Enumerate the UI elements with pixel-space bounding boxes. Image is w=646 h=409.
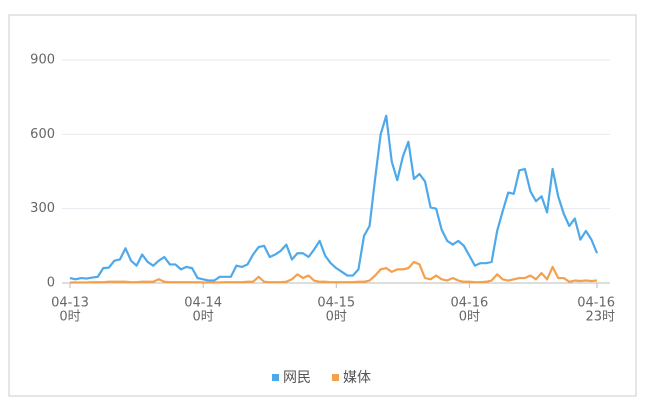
legend: 网民 媒体	[272, 370, 371, 386]
x-tick-label: 0时	[326, 310, 347, 325]
legend-swatch	[332, 374, 339, 381]
series-line	[70, 260, 598, 284]
x-tick-label: 23时	[585, 310, 615, 325]
x-tick-label: 04-14	[184, 296, 222, 311]
x-tick-label: 0时	[192, 310, 213, 325]
x-tick-label: 04-15	[317, 296, 355, 311]
x-tick-label: 04-16	[451, 296, 489, 311]
x-tick-label: 04-13	[51, 296, 89, 311]
series-line	[69, 114, 599, 282]
legend-label: 媒体	[343, 370, 371, 386]
x-tick-label: 0时	[459, 310, 480, 325]
y-tick-label: 300	[30, 201, 55, 216]
legend-swatch	[272, 374, 279, 381]
y-tick-label: 900	[30, 53, 55, 68]
x-tick-label: 04-16	[577, 296, 615, 311]
chart-frame	[8, 14, 637, 397]
y-tick-label: 0	[47, 276, 55, 291]
legend-label: 网民	[283, 370, 311, 386]
y-tick-label: 600	[30, 127, 55, 142]
x-tick-label: 0时	[59, 310, 80, 325]
